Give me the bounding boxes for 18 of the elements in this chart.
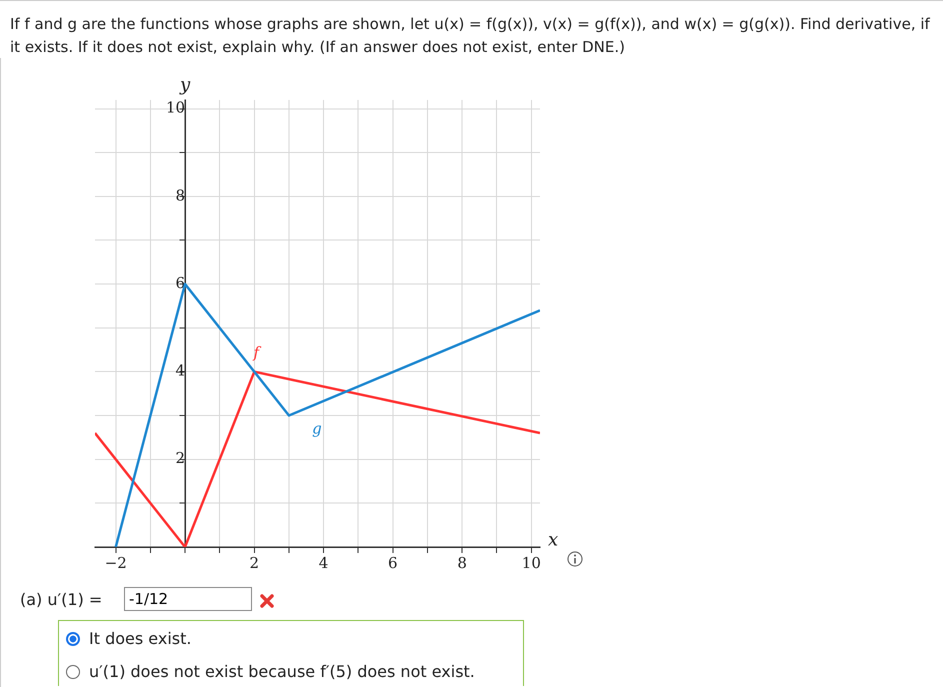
series-label: g — [312, 419, 322, 438]
text: -1/12 — [124, 587, 252, 611]
x-tick-label: 4 — [318, 554, 328, 572]
y-tick-label: 10 — [166, 98, 186, 117]
series-label: f — [252, 344, 262, 362]
text: u′(1) does not exist because f′(5) does not exist. — [89, 662, 475, 681]
x-axis-title: x — [548, 530, 558, 551]
x-tick-label: −2 — [104, 554, 127, 572]
chart-title: If f and g are the functions whose graphs are shown, let u(x) = f(g(x)), v(x) = g(f(x)), and w(x) = g(g(x)). Find derivative, if it exists. If it does not exist, explain why. (If an answer does not exist, enter DNE.) — [0, 0, 943, 58]
x-tick-label: 8 — [457, 554, 467, 572]
y-axis-title: y — [178, 74, 191, 96]
x-tick-label: 10 — [522, 554, 541, 572]
x-tick-label: 2 — [250, 554, 260, 572]
y-tick-label: 2 — [175, 449, 186, 468]
y-tick-label: 4 — [175, 362, 186, 380]
text: (a) u′(1) = — [20, 590, 102, 609]
x-tick-label: 6 — [388, 554, 398, 572]
text: It does exist. — [89, 629, 192, 648]
